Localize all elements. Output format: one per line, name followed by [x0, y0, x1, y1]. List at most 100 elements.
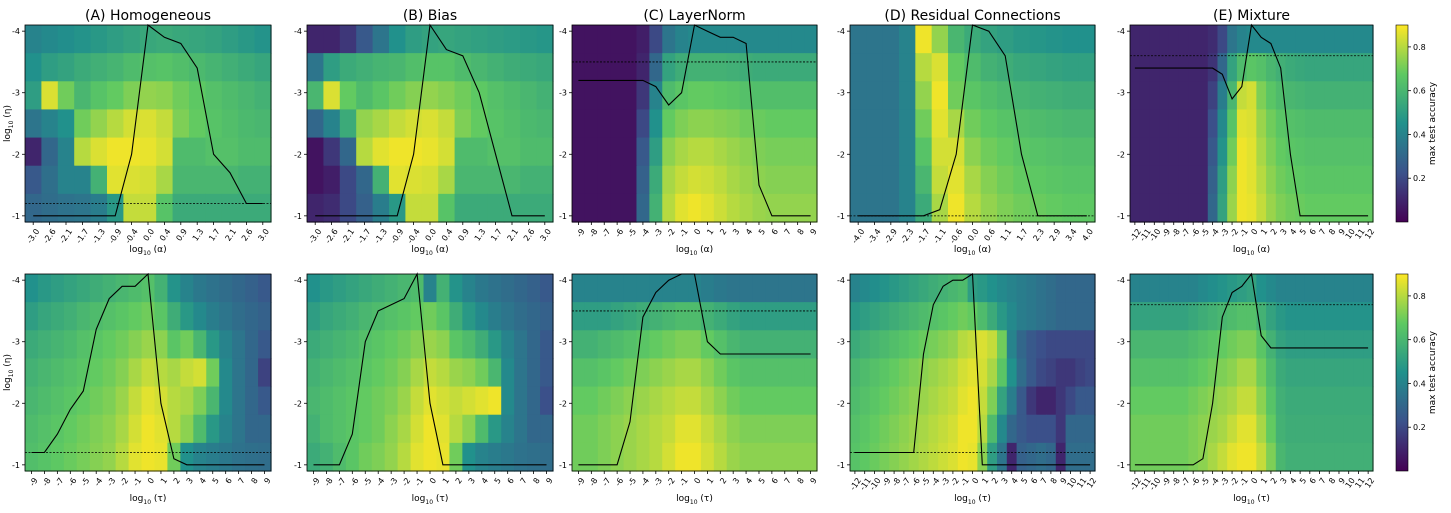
heatmap-cell [804, 137, 818, 167]
x-tick-label: 4 [744, 227, 754, 236]
x-tick-label: 8 [796, 476, 806, 485]
heatmap-cell [421, 165, 439, 195]
y-tick-label: -3 [12, 338, 20, 347]
heatmap-cell [1139, 53, 1151, 82]
x-tick-label: 2.9 [1048, 227, 1063, 243]
heatmap-cell [1363, 137, 1374, 167]
x-tick-label: 2 [990, 476, 1000, 485]
heatmap-cell [778, 386, 792, 416]
x-tick-label: -1.7 [74, 227, 90, 245]
heatmap-cell [57, 81, 75, 111]
heatmap-cell [977, 414, 988, 444]
heatmap-cell [405, 25, 423, 54]
heatmap-cell [1266, 25, 1277, 54]
heatmap-cell [928, 386, 939, 416]
heatmap-cell [1227, 165, 1238, 195]
heatmap-cell [938, 386, 949, 416]
heatmap-cell [1130, 81, 1141, 111]
x-tick-label: -8 [890, 476, 902, 488]
heatmap-cell [405, 81, 423, 111]
heatmap-cell [610, 165, 625, 195]
heatmap-cell [1159, 358, 1170, 388]
heatmap-cell [700, 193, 715, 223]
heatmap-cell [1324, 25, 1335, 54]
y-tick-label: -1 [559, 461, 567, 470]
heatmap-cell [1334, 330, 1345, 360]
y-tick-label: -3 [294, 338, 302, 347]
heatmap-cell [726, 165, 741, 195]
heatmap-cell [1217, 53, 1228, 82]
heatmap-cell [1006, 330, 1018, 360]
heatmap-cell [74, 25, 92, 54]
heatmap-cell [1149, 193, 1160, 223]
heatmap-cell [584, 25, 599, 54]
heatmap-cell [866, 193, 884, 223]
heatmap-cell [462, 330, 476, 360]
heatmap-cell [997, 81, 1014, 111]
heatmap-cell [115, 330, 130, 360]
heatmap-cell [1085, 442, 1096, 472]
heatmap-cell [804, 193, 818, 223]
series-line [31, 272, 265, 466]
heatmap-cell [1075, 330, 1086, 360]
y-tick-label: -2 [837, 399, 845, 408]
heatmap-cell [899, 25, 916, 54]
heatmap-cell [307, 414, 321, 444]
heatmap-cell [172, 137, 190, 167]
heatmap-cell [997, 53, 1014, 82]
heatmap-cell [1314, 386, 1325, 416]
heatmap-cell [1363, 193, 1374, 223]
heatmap-cell [1036, 330, 1047, 360]
heatmap-cell [115, 442, 130, 472]
heatmap-cell [1266, 81, 1277, 111]
x-tick-label: 7 [783, 227, 793, 236]
heatmap-cell [332, 274, 347, 303]
heatmap-cell [63, 386, 78, 416]
heatmap-cell [1159, 109, 1170, 139]
x-tick-label: 1.1 [999, 227, 1014, 243]
heatmap-cell [245, 358, 259, 388]
heatmap-cell [1029, 53, 1047, 82]
heatmap-cell [332, 414, 347, 444]
heatmap-cell [889, 414, 900, 444]
x-tick-label: -9 [575, 476, 587, 488]
heatmap-cell [850, 109, 867, 139]
heatmap-cell [1275, 330, 1287, 360]
x-tick-label: -3 [652, 476, 664, 488]
heatmap-cell [899, 386, 910, 416]
heatmap-cell [258, 330, 272, 360]
heatmap-cell [1006, 274, 1018, 303]
heatmap-cell [438, 109, 456, 139]
heatmap-cell [221, 137, 239, 167]
heatmap-cell [1178, 137, 1189, 167]
heatmap-cell [1188, 358, 1199, 388]
heatmap-cell [1149, 53, 1160, 82]
heatmap-cell [1236, 442, 1248, 472]
heatmap-cell [1246, 442, 1257, 472]
panel-D-alpha: -4-3-2-1-4.0 -3.4 -2.9 -2.3 -1.7 -1.1 -0.6 0.0 0… [837, 8, 1096, 257]
heatmap-cell [1363, 442, 1374, 472]
heatmap-cell [1085, 358, 1096, 388]
heatmap-cell [1266, 193, 1277, 223]
heatmap-cell [899, 274, 910, 303]
heatmap-cell [1075, 386, 1086, 416]
x-tick-label: 0 [146, 476, 156, 485]
x-tick-label: 0.4 [158, 227, 173, 243]
heatmap-cell [1256, 414, 1267, 444]
heatmap-cell [623, 386, 638, 416]
heatmap-cell [1139, 193, 1151, 223]
heatmap-cell [540, 358, 554, 388]
heatmap-cell [869, 414, 880, 444]
heatmap-cell [899, 358, 910, 388]
heatmap-cell [1139, 358, 1151, 388]
x-tick-label: 0.9 [174, 227, 189, 243]
heatmap-cell [462, 358, 476, 388]
heatmap-cell [221, 165, 239, 195]
heatmap-cell [1078, 165, 1096, 195]
heatmap-cell [514, 274, 528, 303]
heatmap-cell [662, 442, 676, 472]
heatmap-cell [1304, 53, 1316, 82]
heatmap-cell [948, 81, 965, 111]
heatmap-cell [475, 414, 489, 444]
heatmap-cell [258, 302, 272, 331]
